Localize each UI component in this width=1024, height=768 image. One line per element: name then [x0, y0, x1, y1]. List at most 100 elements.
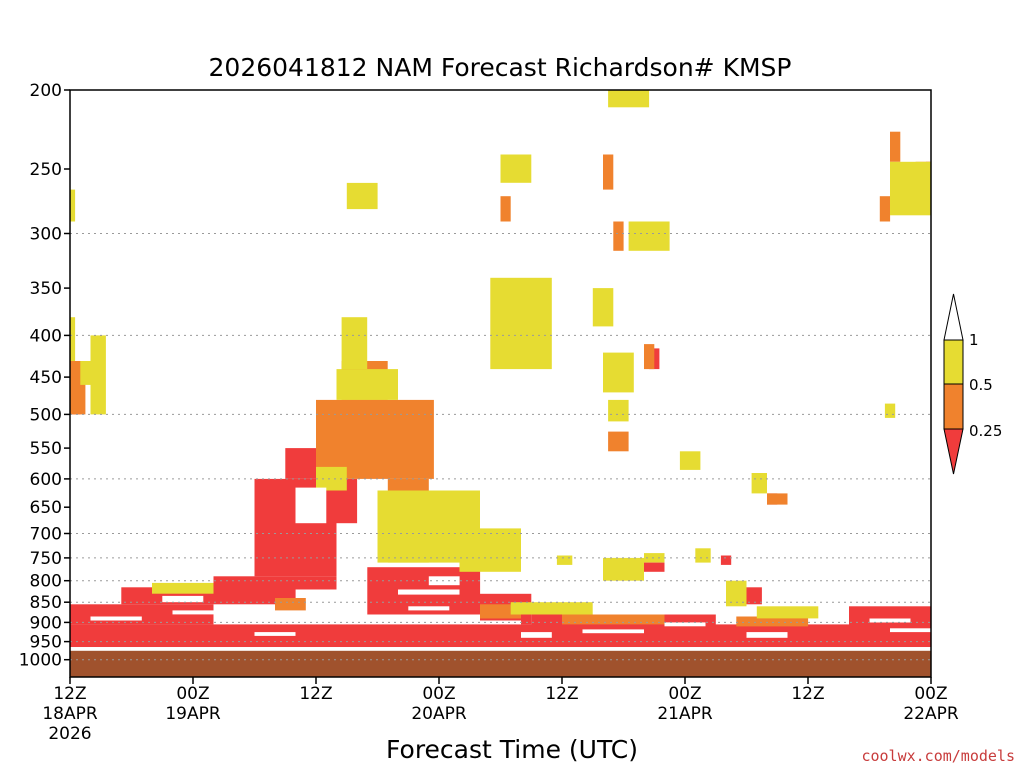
ri-cell-series2-8 [592, 288, 614, 327]
y-axis: 200 250 300 350 400 450 500 550 600 650 700 750 8008… [19, 81, 70, 671]
ri-cell-series1-11 [890, 131, 901, 162]
ri-cell-series3-8 [582, 629, 644, 634]
x-tick-label-7: 00Z 22APR [903, 684, 959, 724]
y-tick-label-900: 900 [30, 613, 62, 633]
ri-cell-series1-12 [879, 196, 891, 222]
legend-bin-below-0.25 [943, 428, 964, 475]
ri-cell-series3-10 [746, 632, 788, 638]
ri-cell-series1-14 [500, 196, 511, 222]
legend-label-0: 1 [969, 331, 979, 349]
ri-cell-series3-15 [70, 647, 931, 651]
ri-cell-series2-21 [644, 553, 665, 563]
y-tick-label-350: 350 [30, 279, 62, 299]
ri-cell-series2-17 [70, 317, 76, 361]
x-tick-label-2: 12Z [299, 684, 332, 704]
ri-cell-series2-11 [628, 221, 670, 251]
ri-cell-series1-15 [736, 616, 809, 627]
ri-cell-series3-7 [521, 632, 552, 638]
ri-cell-series2-4 [341, 317, 368, 370]
ri-cell-series3-12 [295, 487, 327, 524]
y-tick-label-1000: 1000 [19, 651, 62, 671]
ri-cell-series0-14 [720, 555, 732, 565]
legend-label-1: 0.5 [969, 376, 993, 394]
chart-title: 2026041812 NAM Forecast Richardson# KMSP [209, 53, 792, 82]
x-tick-label-6: 12Z [791, 684, 824, 704]
ri-cell-series1-10 [613, 221, 624, 251]
x-tick-label-5: 00Z 21APR [657, 684, 713, 724]
y-tick-label-750: 750 [30, 549, 62, 569]
ri-cell-series1-7 [608, 431, 629, 452]
ri-cell-series1-0 [316, 399, 434, 479]
ri-cell-series2-25 [556, 555, 573, 565]
ri-cell-series2-19 [751, 473, 767, 494]
ri-cell-series2-5 [387, 533, 429, 563]
ri-cell-series3-13 [428, 576, 460, 586]
x-tick-label-1: 00Z 19APR [165, 684, 221, 724]
ri-cell-series3-11 [869, 618, 911, 623]
ri-cell-series2-24 [890, 161, 931, 216]
ri-cell-series2-27 [756, 606, 819, 619]
x-tick-label-0: 12Z 18APR 2026 [42, 684, 98, 744]
ri-cell-series3-4 [398, 589, 460, 595]
ri-cell-series3-9 [664, 622, 706, 627]
ri-cell-series2-16 [70, 189, 76, 222]
legend-label-2: 0.25 [969, 422, 1002, 440]
y-tick-label-400: 400 [30, 326, 62, 346]
ri-cell-series2-14 [90, 335, 106, 415]
plot-area [70, 90, 931, 677]
ri-cell-series3-2 [172, 610, 234, 615]
legend-bin-0.25-0.5 [943, 383, 964, 430]
x-tick-label-4: 12Z [545, 684, 578, 704]
ri-cell-series2-20 [603, 557, 644, 581]
x-axis: 12Z 18APR 2026 00Z 19APR 12Z 00Z 20APR 12Z 00Z 21A… [42, 677, 959, 744]
ri-cell-series2-18 [679, 451, 701, 470]
ri-cell-series2-28 [510, 602, 593, 615]
y-tick-label-200: 200 [30, 81, 62, 101]
ri-cell-series3-6 [480, 620, 521, 625]
y-tick-label-600: 600 [30, 470, 62, 490]
y-tick-label-500: 500 [30, 405, 62, 425]
ri-cell-series3-0 [162, 595, 204, 603]
ri-cell-series1-4 [275, 598, 306, 611]
color-legend: 1 0.5 0.25 [943, 293, 1002, 475]
ri-cell-series0-13 [644, 562, 665, 572]
ri-cell-series3-5 [408, 606, 450, 611]
ri-cell-series0-0 [70, 624, 931, 648]
ri-cell-series2-6 [490, 277, 552, 370]
y-tick-label-250: 250 [30, 160, 62, 180]
ri-cell-series2-15 [80, 361, 91, 385]
ri-cell-series2-22 [695, 548, 711, 563]
ri-cell-series3-1 [90, 616, 142, 621]
ri-cell-series2-10 [608, 399, 629, 422]
ri-cell-series0-5 [285, 448, 317, 479]
ground-band [70, 650, 931, 677]
ri-cell-series1-16 [562, 614, 665, 625]
y-tick-label-550: 550 [30, 439, 62, 459]
x-tick-label-3: 00Z 20APR [411, 684, 467, 724]
y-tick-label-950: 950 [30, 633, 62, 653]
ri-cell-series3-3 [254, 632, 296, 636]
ri-cell-series2-23 [726, 580, 747, 607]
y-tick-label-300: 300 [30, 225, 62, 245]
y-tick-label-800: 800 [30, 572, 62, 592]
credit-text: coolwx.com/models [861, 747, 1015, 765]
ri-cell-series0-3 [213, 576, 337, 590]
ri-cell-series2-26 [152, 582, 214, 594]
ri-cell-series1-8 [767, 493, 788, 505]
ri-cell-series2-12 [608, 90, 650, 108]
ri-cell-series2-9 [603, 352, 634, 393]
y-tick-label-700: 700 [30, 525, 62, 545]
ri-cell-series3-14 [890, 628, 931, 633]
y-tick-label-850: 850 [30, 593, 62, 613]
plot-frame [69, 89, 932, 678]
ri-cell-series2-3 [336, 369, 398, 400]
x-axis-label: Forecast Time (UTC) [386, 735, 638, 764]
ri-cell-series1-17 [644, 344, 655, 370]
ri-cell-series1-9 [603, 154, 614, 190]
y-tick-label-450: 450 [30, 368, 62, 388]
ri-cell-series2-29 [884, 403, 896, 418]
ri-cell-series0-15 [746, 587, 762, 605]
ri-cell-series2-2 [316, 466, 347, 491]
ri-cell-series2-7 [500, 154, 532, 183]
